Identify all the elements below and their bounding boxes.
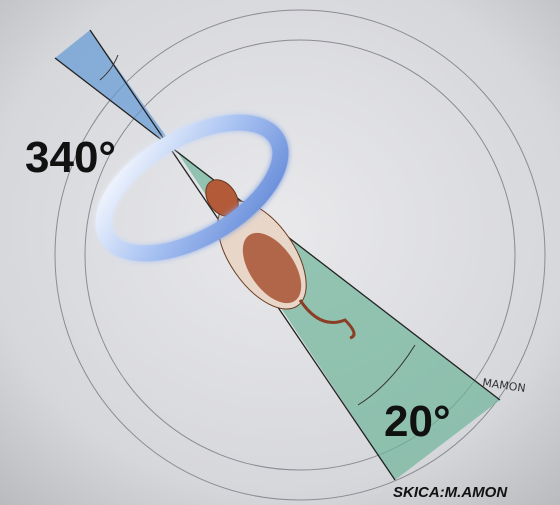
credit: SKICA:M.AMON	[393, 484, 508, 501]
signature: MAMON	[482, 376, 527, 395]
angle-arc	[99, 54, 119, 81]
rotation-ring	[95, 114, 289, 262]
angle-label: 20°	[384, 397, 451, 446]
outer-circle	[54, 9, 546, 501]
angle-label: 340°	[25, 133, 116, 182]
rat	[205, 179, 356, 340]
blue-wedge	[55, 30, 176, 150]
inner-circle	[84, 39, 516, 471]
angle-arc	[357, 344, 416, 406]
